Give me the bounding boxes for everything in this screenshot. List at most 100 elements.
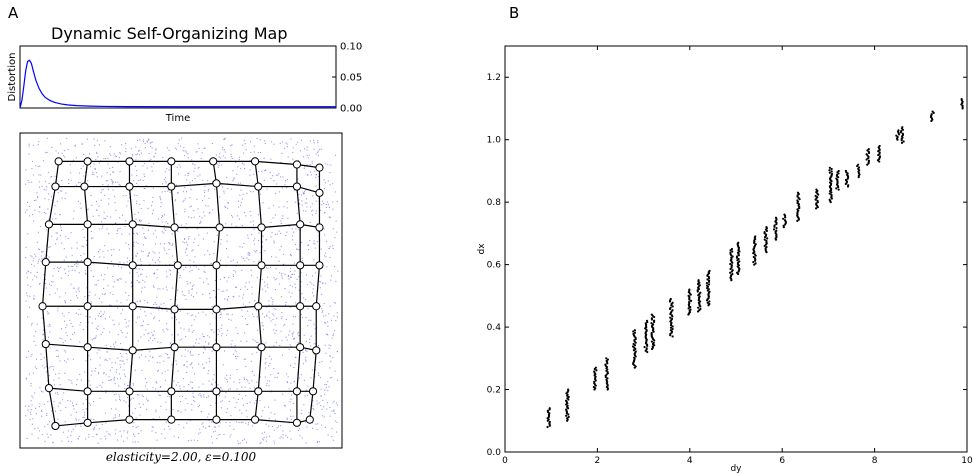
sample-point [165,409,167,411]
som-node [167,415,176,424]
sample-point [204,215,206,217]
sample-point [127,325,129,327]
scatter-point [837,169,840,173]
sample-point [231,158,233,160]
sample-point [233,177,235,179]
sample-point [113,248,115,250]
sample-point [42,365,44,367]
sample-point [197,440,199,442]
sample-point [148,332,150,334]
sample-point [56,200,58,202]
sample-point [257,239,259,241]
sample-point [336,201,338,203]
sample-point [276,318,278,320]
som-node [209,157,218,166]
sample-point [144,300,146,302]
sample-point [136,153,138,155]
sample-point [99,357,101,359]
sample-point [71,431,73,433]
sample-point [69,319,71,321]
sample-point [155,388,157,390]
sample-point [192,354,194,356]
sample-point [187,350,189,352]
sample-point [88,355,90,357]
sample-point [189,271,191,273]
sample-point [256,138,258,140]
sample-point [144,286,146,288]
sample-point [313,323,315,325]
sample-point [280,330,282,332]
sample-point [250,215,252,217]
sample-point [133,233,135,235]
scatter-point [731,272,734,276]
sample-point [311,160,313,162]
sample-point [94,144,96,146]
sample-point [144,142,146,144]
sample-point [56,355,58,357]
sample-point [298,202,300,204]
scatter-point [632,349,635,352]
sample-point [168,248,170,250]
sample-point [63,431,65,433]
sample-point [46,254,48,256]
sample-point [233,397,235,399]
sample-point [198,234,200,236]
sample-point [179,395,181,397]
sample-point [249,387,251,389]
sample-point [49,325,51,327]
sample-point [330,164,332,166]
sample-point [176,166,178,168]
sample-point [229,374,231,376]
sample-point [153,155,155,157]
sample-point [317,155,319,157]
sample-point [193,261,195,263]
sample-point [123,363,125,365]
sample-point [65,351,67,353]
sample-point [171,244,173,246]
scatter-point [754,243,757,246]
sample-point [153,330,155,332]
sample-point [115,181,117,183]
sample-point [324,212,326,214]
sample-point [203,345,205,347]
sample-point [59,184,61,186]
sample-point [289,430,291,432]
sample-point [75,425,77,427]
sample-point [109,331,111,333]
sample-point [199,428,201,430]
sample-point [101,221,103,223]
sample-point [239,194,241,196]
sample-point [232,353,234,355]
som-edge [41,262,47,307]
sample-point [219,317,221,319]
sample-point [329,305,331,307]
sample-point [179,388,181,390]
sample-point [273,442,275,444]
som-node [296,220,305,229]
sample-point [109,292,111,294]
sample-point [282,434,284,436]
scatter-point [594,387,597,390]
sample-point [93,426,95,428]
scatter-point [857,166,861,169]
sample-point [287,436,289,438]
sample-point [316,400,318,402]
sample-point [49,323,51,325]
sample-point [54,205,56,207]
sample-point [119,184,121,186]
scatter-point [731,255,734,258]
sample-point [89,384,91,386]
sample-point [262,241,264,243]
sample-point [286,187,288,189]
sample-point [305,359,307,361]
sample-point [337,270,339,272]
sample-point [114,223,116,225]
sample-point [140,325,142,327]
sample-point [232,274,234,276]
sample-point [169,270,171,272]
sample-point [312,405,314,407]
sample-point [297,141,299,143]
scatter-point [645,319,649,322]
sample-point [288,348,290,350]
sample-point [289,225,291,227]
